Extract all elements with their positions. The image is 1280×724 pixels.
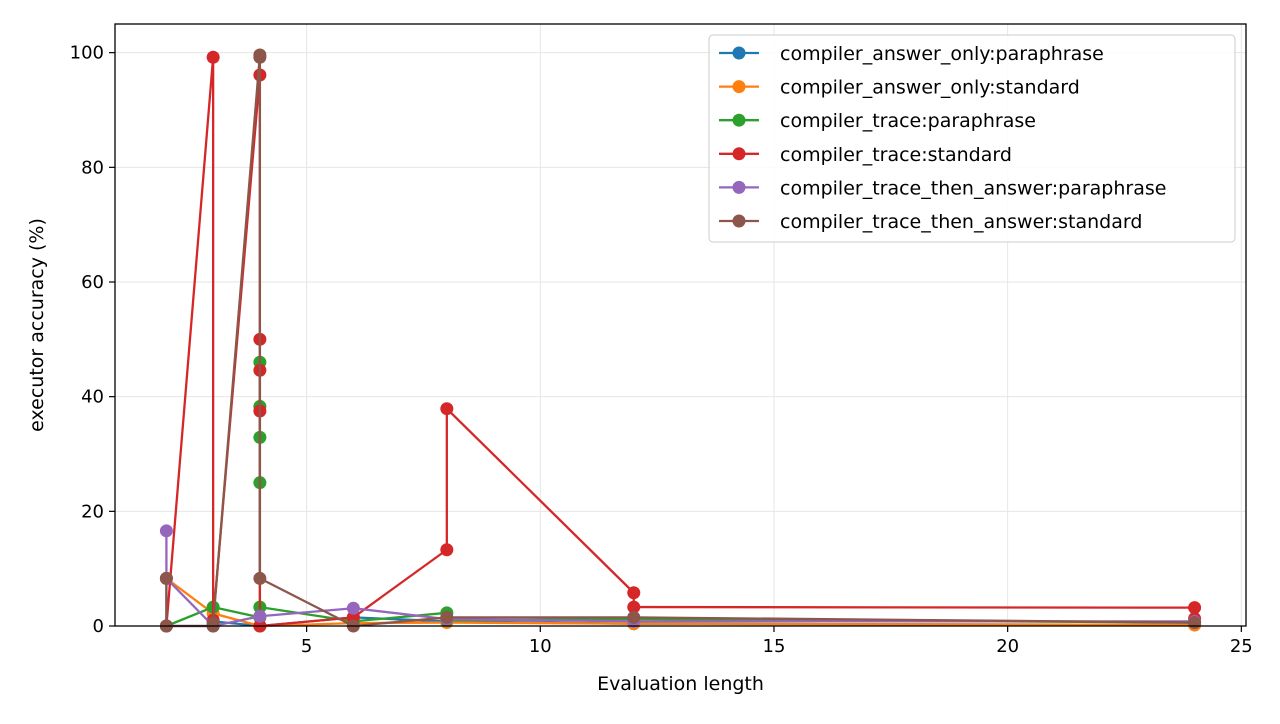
x-tick-label: 15 [763,636,786,657]
legend-item: compiler_trace:standard [719,144,1012,166]
plot-frame [114,23,1247,627]
legend-item: compiler_answer_only:paraphrase [719,43,1104,65]
data-point [253,571,267,585]
y-tick-label: 40 [81,387,104,408]
data-point [159,571,173,585]
data-point [627,600,641,614]
data-point [253,50,267,64]
data-point [440,543,454,557]
y-tick-label: 20 [81,501,104,522]
data-point [1188,616,1202,630]
legend-label: compiler_answer_only:paraphrase [780,43,1104,65]
y-axis-label: executor accuracy (%) [26,218,48,432]
x-tick-label: 20 [996,636,1019,657]
legend-swatch-marker [732,214,746,228]
y-tick-label: 60 [81,272,104,293]
legend-label: compiler_trace_then_answer:standard [780,211,1142,233]
data-point [627,610,641,624]
x-axis-label: Evaluation length [597,673,764,695]
data-point [440,402,454,416]
legend-label: compiler_trace:standard [780,144,1012,166]
legend-swatch-marker [732,113,746,127]
data-point [159,524,173,538]
data-point [253,609,267,623]
y-tick-label: 0 [93,616,104,637]
legend-item: compiler_trace:paraphrase [719,110,1036,132]
series-line [165,530,1195,628]
legend-box [708,34,1236,243]
legend-label: compiler_trace_then_answer:paraphrase [780,177,1166,199]
legend: compiler_answer_only:paraphrase compiler_… [708,34,1236,243]
legend-swatch-marker [732,46,746,60]
legend-swatch-marker [732,147,746,161]
legend-item: compiler_trace_then_answer:paraphrase [719,177,1166,199]
legend-item: compiler_answer_only:standard [719,77,1080,99]
data-point [346,601,360,615]
data-point [440,610,454,624]
data-point [627,586,641,600]
data-point [206,616,220,630]
y-tick-label: 80 [81,157,104,178]
data-point [206,50,220,64]
x-tick-label: 5 [301,636,312,657]
x-tick-label: 25 [1230,636,1253,657]
data-point [1188,601,1202,615]
axis-ticks: 5 10 15 20 25 0 20 40 60 80 100 [70,43,1253,657]
legend-label: compiler_trace:paraphrase [780,110,1036,132]
series-group [159,48,1202,633]
legend-swatch-marker [732,180,746,194]
x-tick-label: 10 [529,636,552,657]
legend-item: compiler_trace_then_answer:standard [719,211,1142,233]
legend-swatch-marker [732,80,746,94]
legend-label: compiler_answer_only:standard [780,77,1080,99]
y-tick-label: 100 [70,43,104,64]
